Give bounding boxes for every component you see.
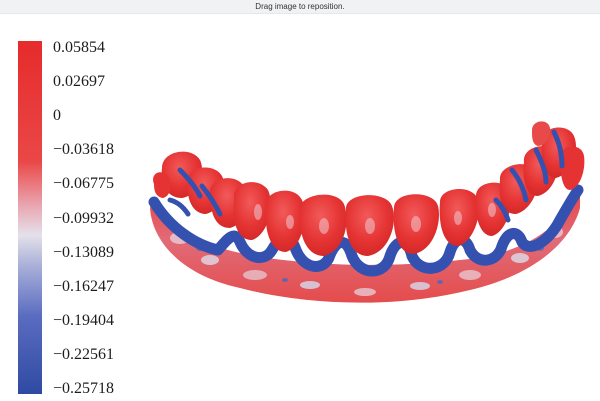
tooth-highlights xyxy=(254,203,496,234)
color-scale-tick-label: −0.03618 xyxy=(53,141,115,159)
color-scale-bar xyxy=(18,41,42,394)
teeth-left-grooves xyxy=(167,167,223,217)
teeth-right-posterior xyxy=(499,121,585,214)
gingival-margin xyxy=(148,184,584,277)
teeth-right-grooves xyxy=(493,129,565,223)
color-scale-tick-label: −0.06775 xyxy=(53,175,115,193)
drag-hint-bar[interactable]: Drag image to reposition. xyxy=(0,0,600,14)
dental-model-heatmap[interactable] xyxy=(140,110,590,325)
color-scale-tick-label: 0.05854 xyxy=(53,39,105,56)
color-scale-tick-label: −0.25718 xyxy=(53,380,115,397)
color-scale-tick-label: −0.13089 xyxy=(53,243,115,261)
color-scale-tick-label: −0.16247 xyxy=(53,277,115,295)
color-scale-tick-label: 0 xyxy=(53,107,61,125)
color-scale-tick-label: −0.22561 xyxy=(53,345,115,363)
drag-hint-text: Drag image to reposition. xyxy=(255,1,345,11)
color-scale-tick-label: −0.19404 xyxy=(53,311,115,329)
color-scale-tick-label: 0.02697 xyxy=(53,73,105,91)
color-scale-tick-label: −0.09932 xyxy=(53,209,115,227)
